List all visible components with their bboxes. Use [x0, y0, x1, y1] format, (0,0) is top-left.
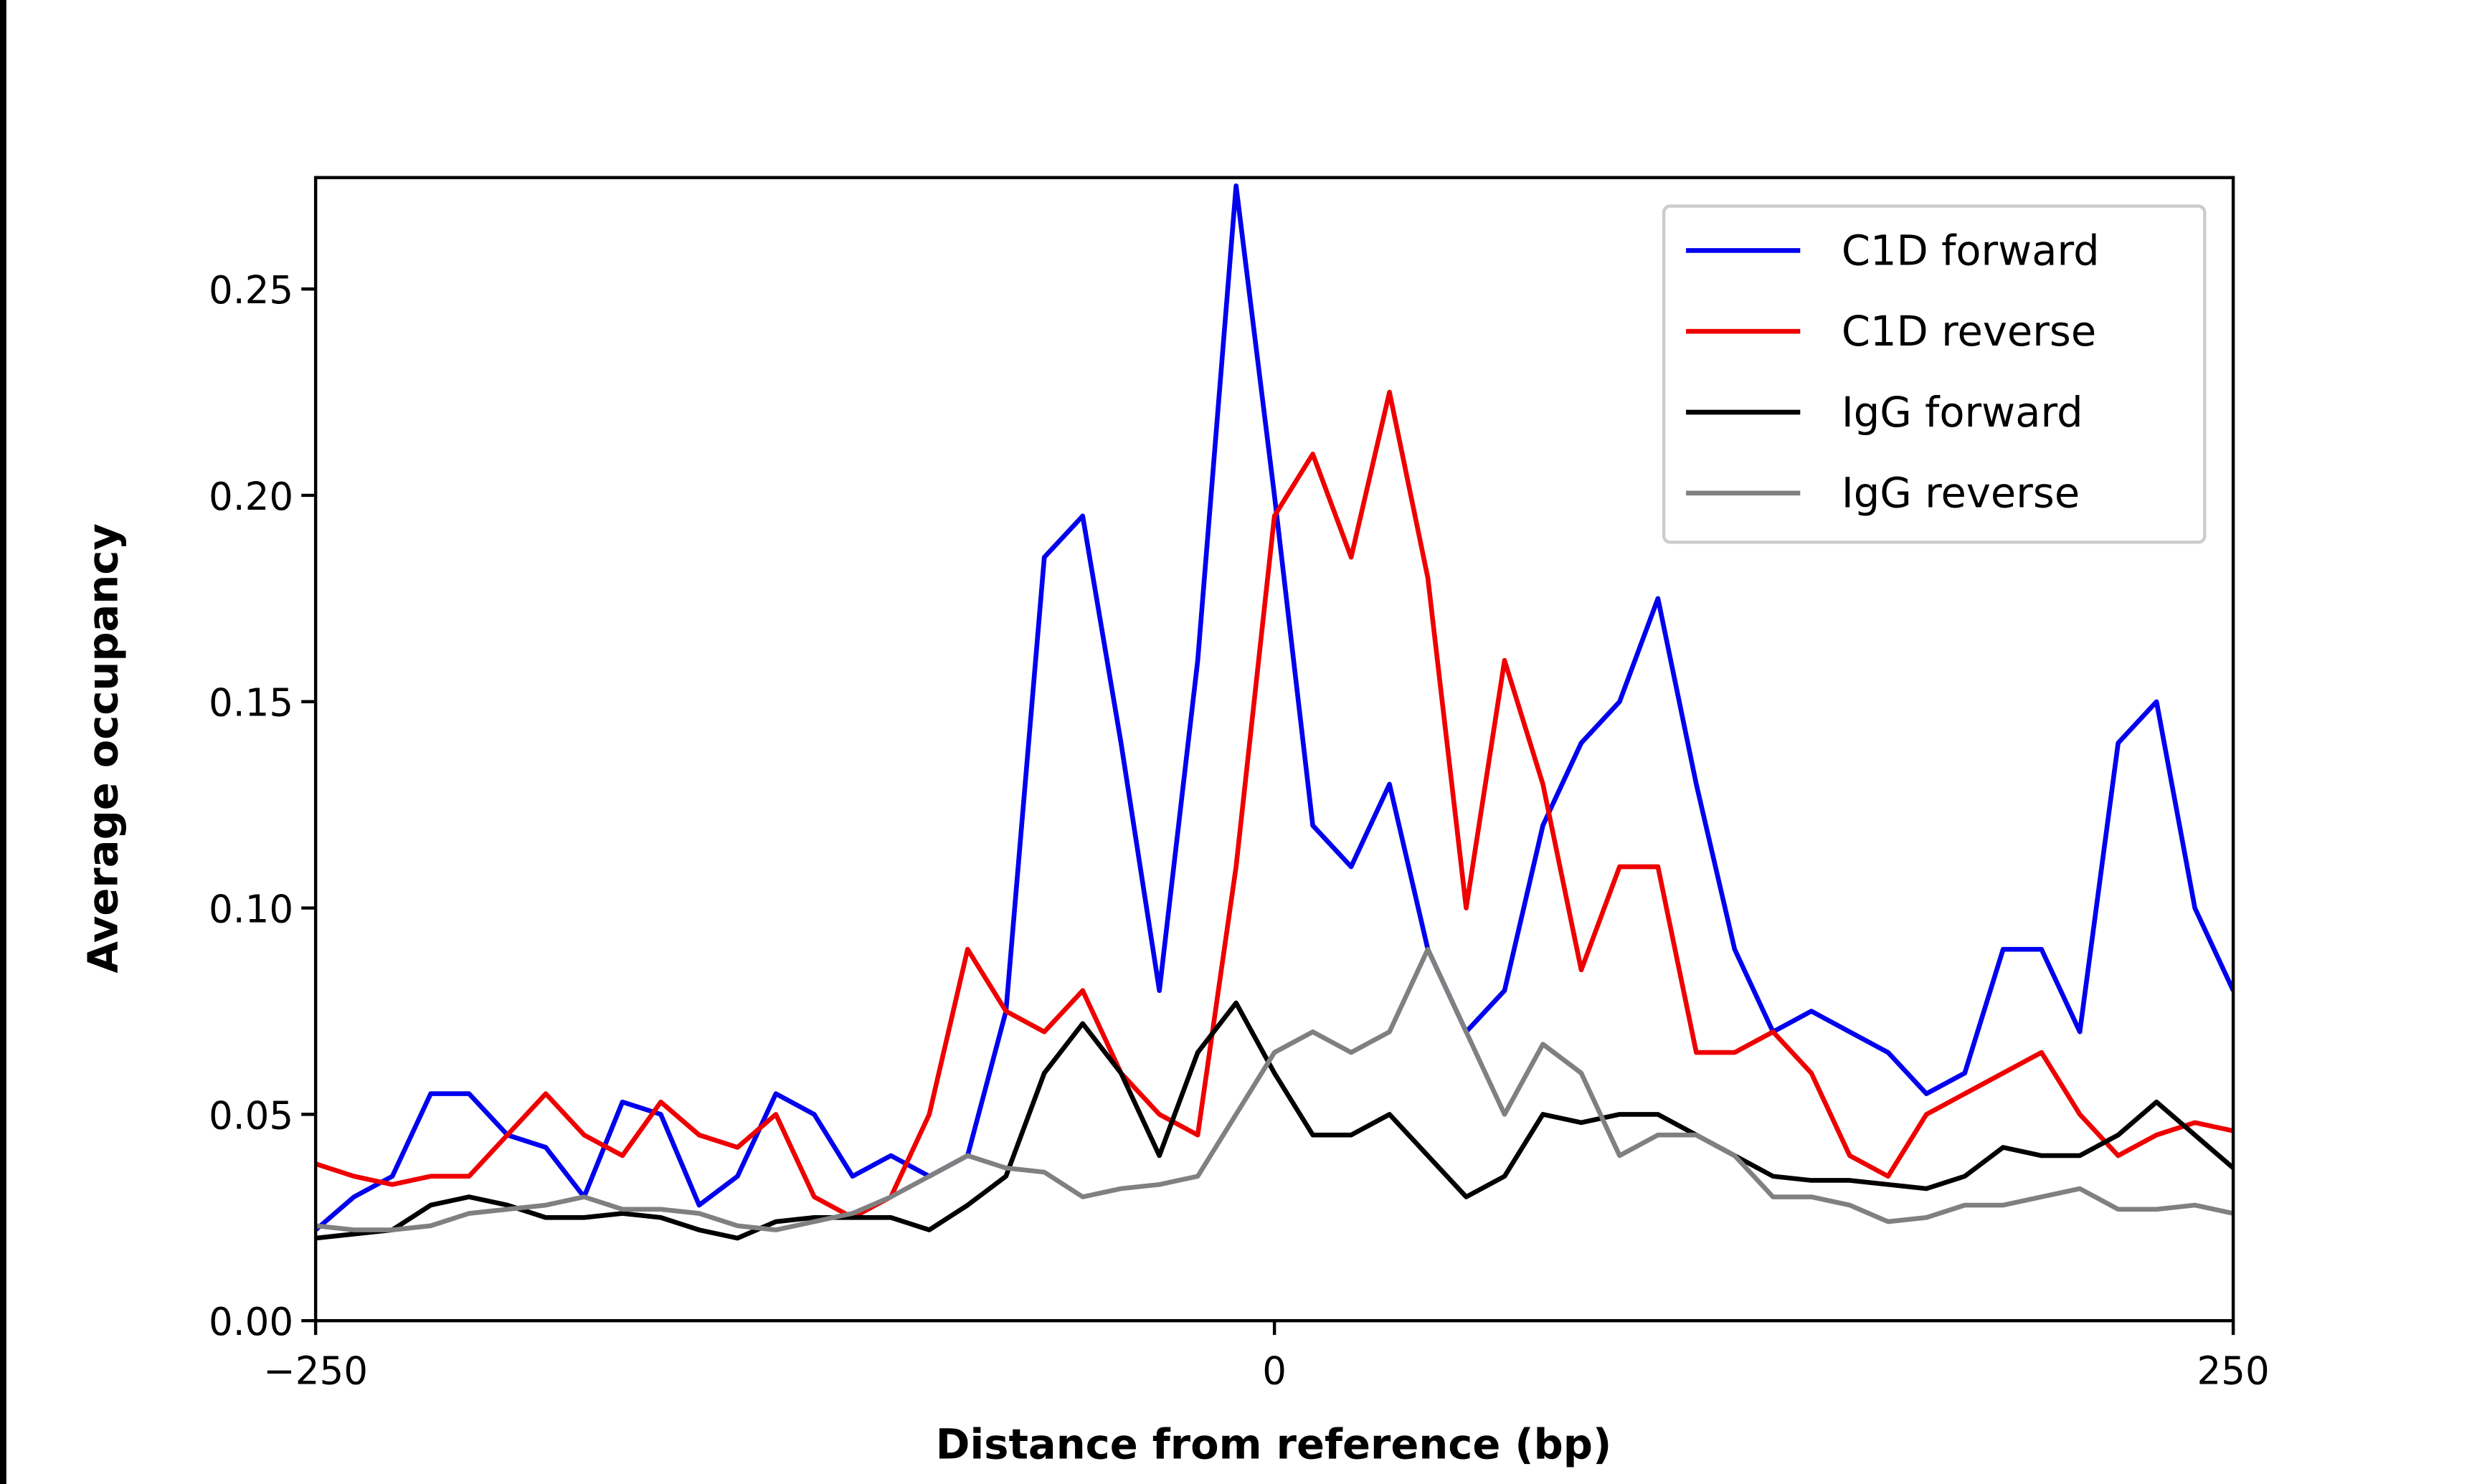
data-line: [316, 1000, 2234, 1241]
y-axis-label: Average occupancy: [80, 523, 128, 973]
data-line: [316, 946, 2234, 1232]
data-line: [316, 183, 2234, 1232]
x-tick-label: −250: [263, 1349, 368, 1394]
legend-label: IgG reverse: [1842, 470, 2080, 518]
y-tick-label: 0.20: [209, 475, 293, 519]
y-tick-label: 0.05: [209, 1093, 293, 1138]
edge-bar: [0, 0, 6, 1484]
legend-box: [1662, 204, 2207, 544]
legend-label: C1D forward: [1842, 227, 2100, 275]
x-tick-label: 250: [2197, 1349, 2269, 1394]
y-tick-label: 0.00: [209, 1300, 293, 1344]
x-tick-label: 0: [1262, 1349, 1287, 1394]
legend-label: C1D reverse: [1842, 308, 2096, 356]
data-line: [316, 389, 2234, 1220]
y-tick-label: 0.10: [209, 887, 293, 931]
x-axis-label: Distance from reference (bp): [936, 1421, 1611, 1469]
y-tick-label: 0.15: [209, 681, 293, 726]
y-tick-label: 0.25: [209, 268, 293, 313]
legend-label: IgG forward: [1842, 389, 2083, 437]
